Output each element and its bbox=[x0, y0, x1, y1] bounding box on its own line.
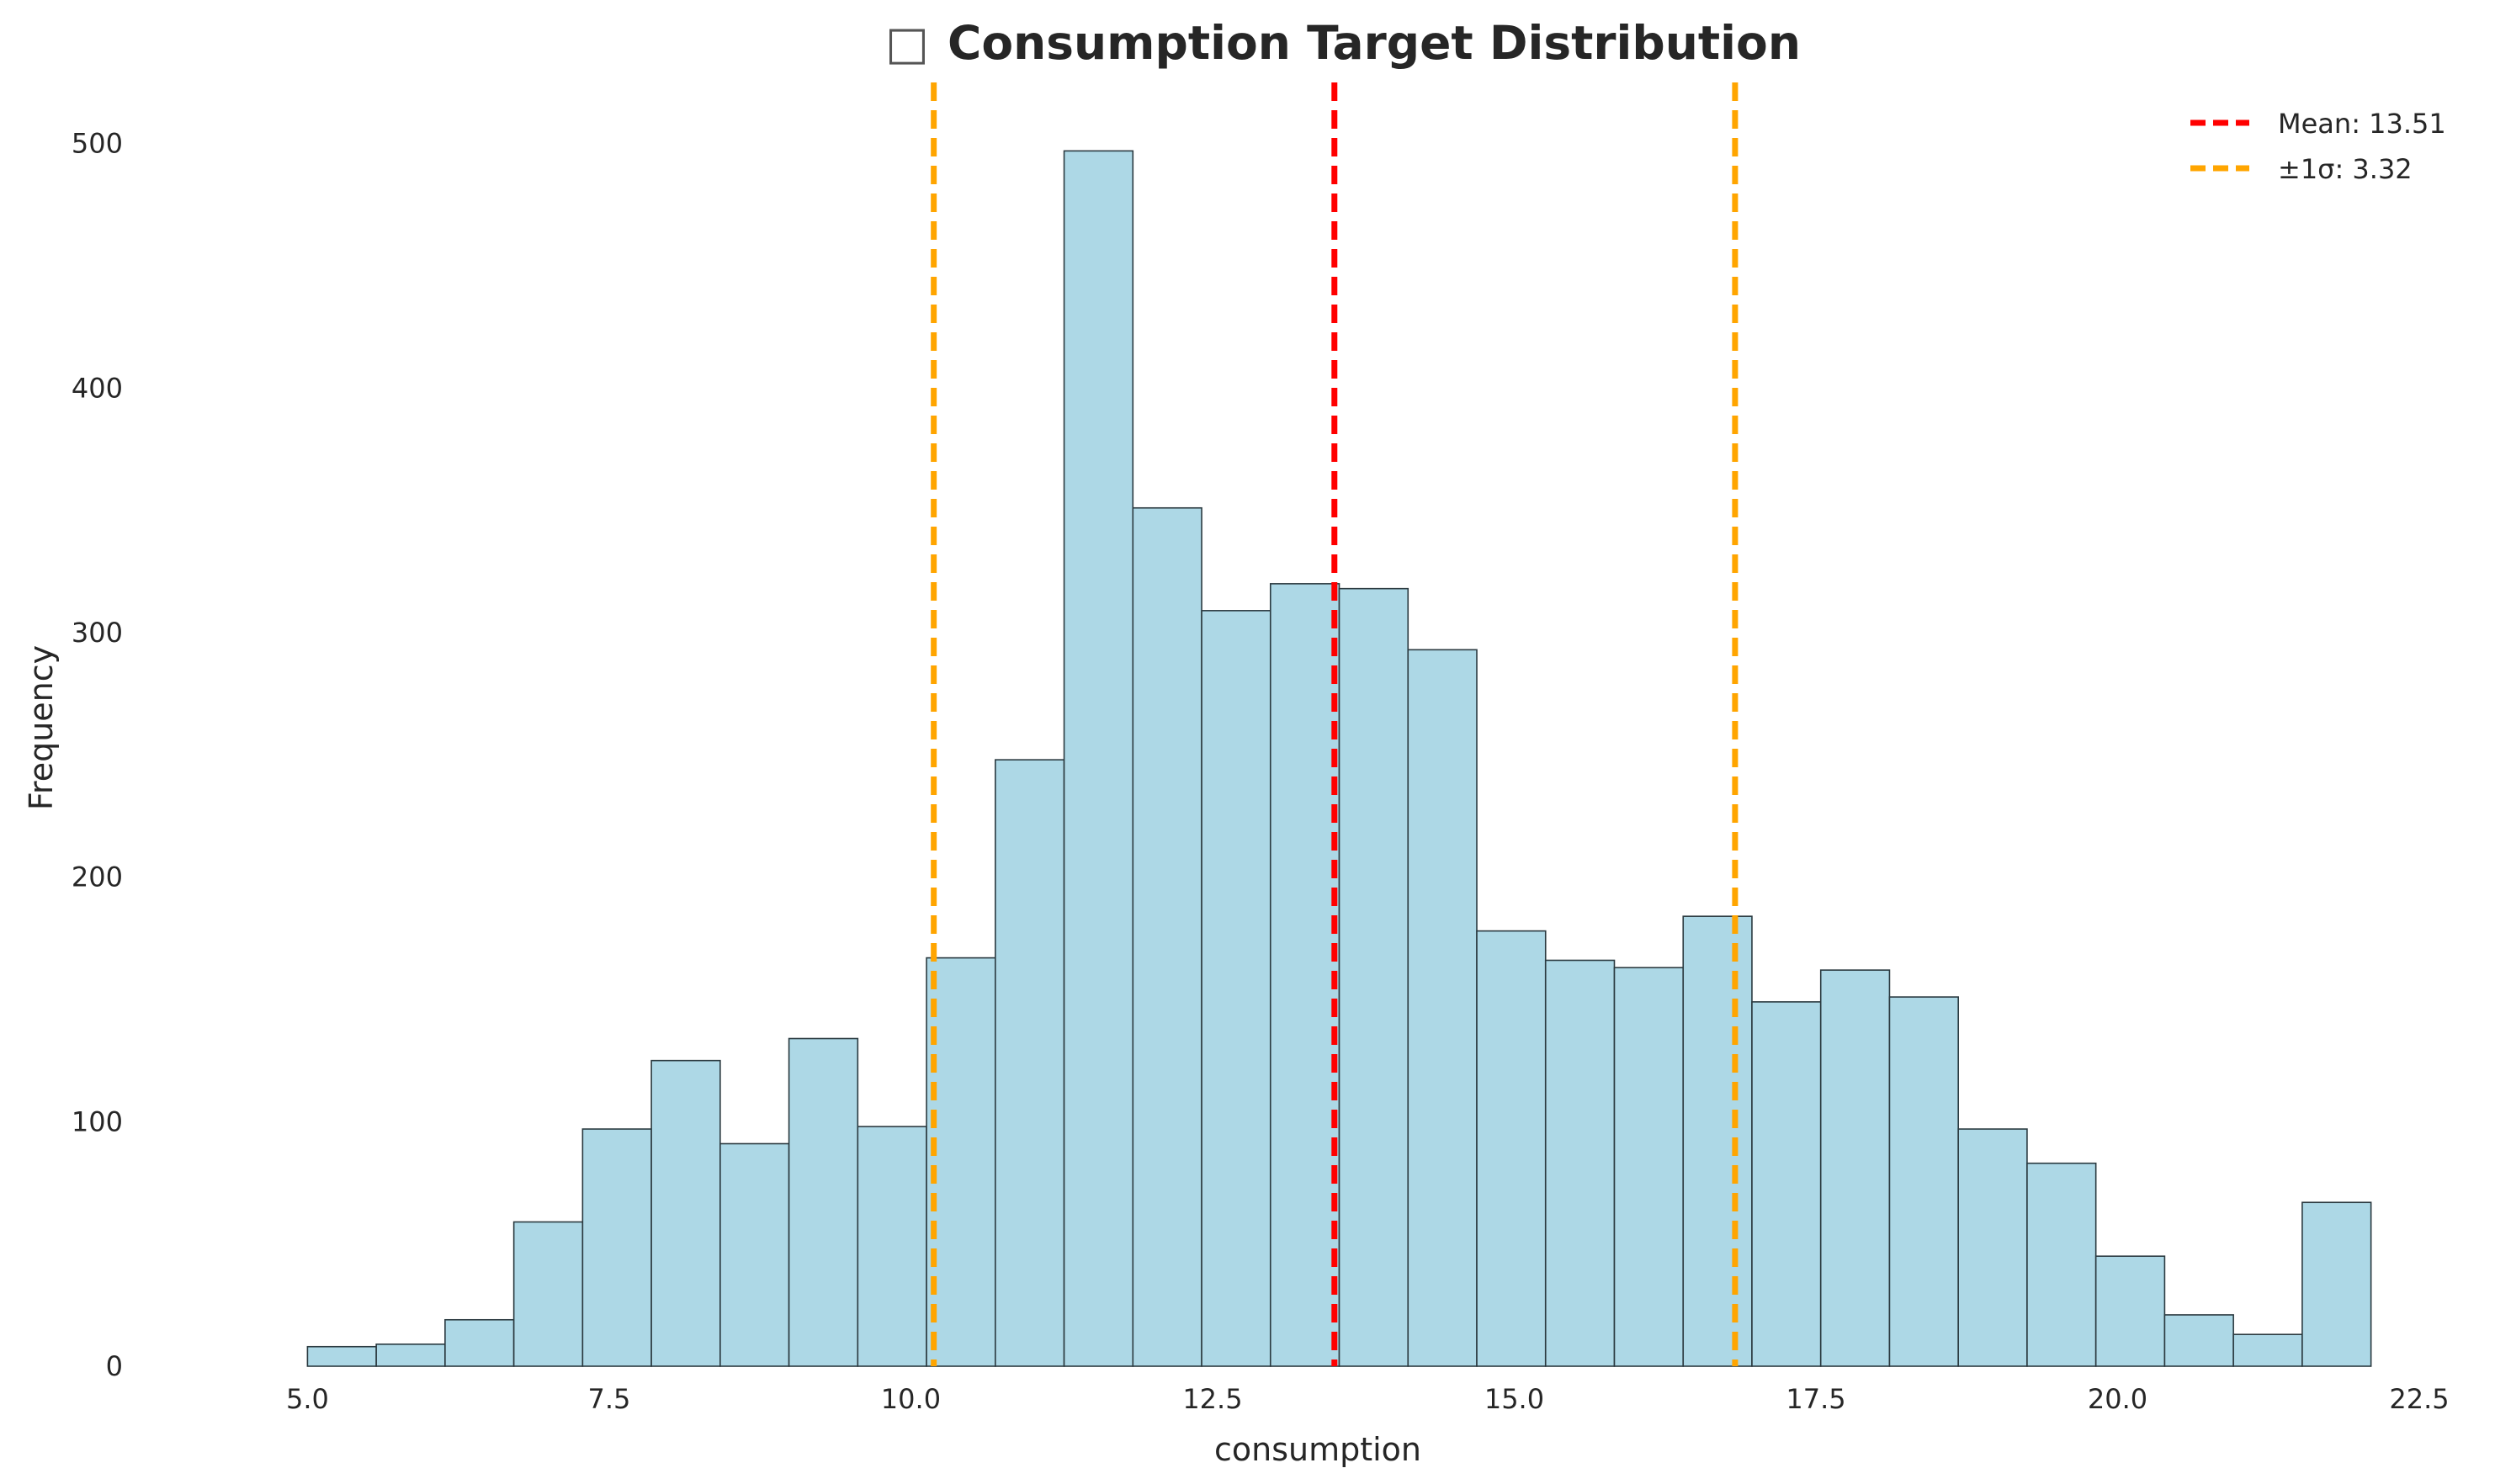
x-tick-label: 10.0 bbox=[881, 1383, 941, 1415]
histogram-bar bbox=[1476, 930, 1547, 1367]
histogram-bar bbox=[857, 1126, 927, 1367]
x-tick-label: 17.5 bbox=[1786, 1383, 1845, 1415]
histogram-bar bbox=[926, 957, 996, 1367]
y-tick-label: 300 bbox=[72, 617, 123, 649]
legend: Mean: 13.51 ±1σ: 3.32 bbox=[2190, 108, 2446, 185]
histogram-bar bbox=[1338, 587, 1409, 1367]
histogram-bar bbox=[1201, 610, 1271, 1367]
histogram-bar bbox=[1888, 996, 1959, 1367]
histogram-bar bbox=[1269, 583, 1340, 1367]
histogram-bar bbox=[375, 1344, 446, 1367]
x-axis-ticks: 5.0 7.5 10.0 12.5 15.0 17.5 20.0 22.5 bbox=[286, 1383, 2450, 1415]
reference-lines bbox=[931, 82, 1739, 1366]
title-text: Consumption Target Distribution bbox=[948, 16, 1801, 70]
y-tick-label: 400 bbox=[72, 372, 123, 404]
histogram-bar bbox=[306, 1345, 377, 1367]
x-tick-label: 12.5 bbox=[1182, 1383, 1242, 1415]
histogram-bar bbox=[1682, 915, 1753, 1367]
x-tick-label: 5.0 bbox=[286, 1383, 329, 1415]
histogram-bar bbox=[1132, 506, 1202, 1367]
histogram-bar bbox=[1819, 969, 1891, 1367]
chart-title: □ Consumption Target Distribution bbox=[885, 16, 1801, 70]
histogram-bar bbox=[2163, 1314, 2234, 1367]
title-icon: □ bbox=[885, 16, 929, 70]
x-axis-label: consumption bbox=[1214, 1431, 1421, 1468]
y-axis-ticks: 0 100 200 300 400 500 bbox=[72, 128, 123, 1382]
x-tick-label: 22.5 bbox=[2389, 1383, 2449, 1415]
histogram-bar bbox=[1544, 959, 1616, 1367]
histogram-bars bbox=[306, 150, 2372, 1367]
y-axis-label: Frequency bbox=[23, 645, 60, 810]
y-tick-label: 500 bbox=[72, 128, 123, 160]
histogram-bar bbox=[512, 1221, 584, 1367]
histogram-bar bbox=[2301, 1201, 2372, 1367]
y-tick-label: 0 bbox=[106, 1350, 123, 1382]
y-tick-label: 100 bbox=[72, 1105, 123, 1137]
x-tick-label: 20.0 bbox=[2088, 1383, 2147, 1415]
x-tick-label: 7.5 bbox=[587, 1383, 630, 1415]
histogram-bar bbox=[719, 1142, 790, 1367]
histogram-bar bbox=[444, 1318, 515, 1367]
histogram-bar bbox=[2026, 1162, 2097, 1367]
histogram-bar bbox=[1957, 1128, 2028, 1367]
histogram-bar bbox=[1407, 649, 1478, 1367]
histogram-bar bbox=[995, 759, 1065, 1367]
legend-std-label: ±1σ: 3.32 bbox=[2278, 153, 2413, 185]
histogram-bar bbox=[2232, 1333, 2303, 1367]
histogram-bar bbox=[1063, 150, 1134, 1367]
legend-mean-label: Mean: 13.51 bbox=[2278, 108, 2446, 140]
y-tick-label: 200 bbox=[72, 861, 123, 893]
histogram-bar bbox=[2094, 1255, 2166, 1367]
histogram-bar bbox=[1751, 1001, 1822, 1367]
x-tick-label: 15.0 bbox=[1484, 1383, 1544, 1415]
histogram-bar bbox=[788, 1037, 859, 1367]
histogram-bar bbox=[581, 1128, 652, 1367]
histogram-bar bbox=[650, 1059, 721, 1367]
histogram-bar bbox=[1613, 967, 1685, 1367]
